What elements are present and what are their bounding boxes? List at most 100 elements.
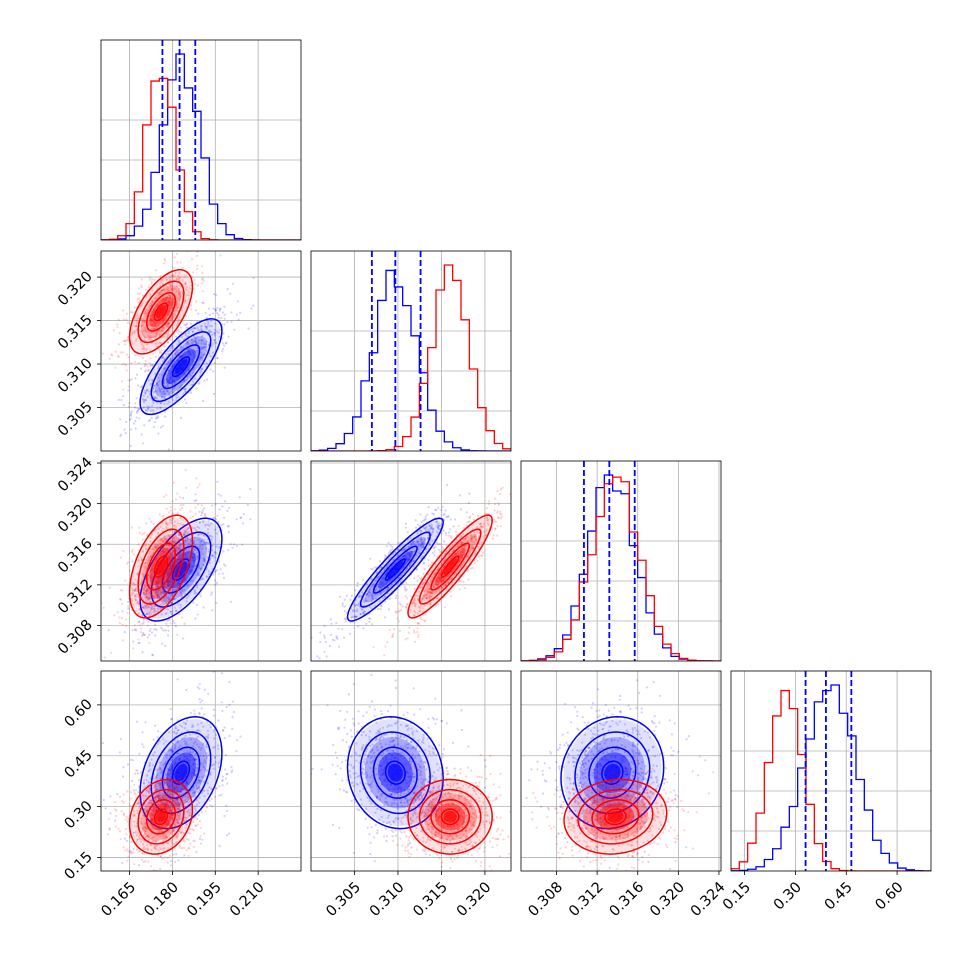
y-tick-label: 0.305 (55, 399, 96, 440)
density-0 (387, 763, 403, 782)
y-tick-label: 0.324 (55, 455, 96, 496)
contour-1 (153, 302, 169, 322)
contour-1 (153, 555, 169, 578)
x-tick-label: 0.60 (873, 879, 907, 913)
x-tick-label: 0.210 (227, 879, 268, 920)
histogram-panel-0 (100, 39, 302, 241)
y-tick-label: 0.310 (55, 356, 96, 397)
x-tick-label: 0.180 (141, 879, 182, 920)
contour-0 (171, 760, 191, 785)
y-tick-label: 0.320 (55, 269, 96, 310)
contour-1 (604, 808, 627, 826)
panel-frame (100, 39, 302, 241)
x-tick-label: 0.45 (822, 879, 856, 913)
x-tick-label: 0.308 (525, 879, 566, 920)
contour-1 (137, 280, 185, 344)
y-tick-label: 0.15 (62, 849, 96, 883)
density-1 (156, 558, 166, 575)
contour-0 (574, 731, 651, 815)
contour-0 (384, 558, 406, 581)
scatter-panel-3-0 (100, 670, 302, 872)
x-tick-label: 0.310 (367, 879, 408, 920)
panel-frame (520, 670, 722, 872)
contour-0 (139, 517, 223, 622)
y-tick-label: 0.60 (62, 696, 96, 730)
contour-1 (407, 778, 493, 855)
y-tick-label: 0.320 (55, 495, 96, 536)
histogram-1 (521, 476, 721, 661)
scatter-panel-3-1 (310, 670, 512, 872)
contour-1 (418, 788, 482, 845)
x-tick-label: 0.315 (410, 879, 451, 920)
contour-0 (359, 731, 431, 815)
y-tick-label: 0.315 (55, 312, 96, 353)
contour-1 (128, 778, 194, 855)
contour-0 (150, 331, 212, 403)
panel-frame (520, 460, 722, 662)
contour-1 (430, 799, 471, 835)
x-tick-label: 0.312 (566, 879, 607, 920)
contour-1 (591, 799, 640, 835)
contour-0 (346, 716, 444, 830)
contour-0 (161, 545, 201, 594)
histogram-0 (731, 684, 931, 871)
contour-1 (137, 528, 185, 605)
histogram-panel-2 (520, 460, 722, 662)
histogram-1 (731, 689, 931, 871)
y-tick-label: 0.316 (55, 536, 96, 577)
y-tick-label: 0.30 (62, 798, 96, 832)
contour-1 (430, 542, 471, 591)
density-0 (387, 561, 403, 578)
histogram-1 (101, 77, 301, 240)
panel-frame (100, 670, 302, 872)
panel-frame (730, 670, 932, 872)
panel-frame (100, 250, 302, 452)
histogram-panel-3 (730, 670, 932, 872)
panel-frame (310, 460, 512, 662)
contour-1 (407, 514, 493, 619)
x-tick-label: 0.195 (184, 879, 225, 920)
contour-1 (563, 778, 668, 855)
contour-0 (139, 318, 223, 416)
contour-0 (150, 531, 212, 608)
contour-0 (346, 517, 444, 622)
contour-0 (384, 760, 406, 785)
scatter-panel-1-0 (100, 250, 302, 452)
contour-1 (145, 799, 177, 835)
density-1 (156, 810, 166, 823)
y-tick-label: 0.312 (55, 576, 96, 617)
density-1 (443, 810, 457, 823)
density-1 (443, 558, 457, 575)
density-0 (174, 359, 188, 375)
x-tick-label: 0.30 (771, 879, 805, 913)
y-tick-label: 0.45 (62, 747, 96, 781)
contour-0 (372, 746, 418, 799)
contour-1 (145, 292, 177, 332)
contour-0 (171, 356, 191, 378)
contour-1 (145, 542, 177, 591)
contour-1 (137, 788, 185, 845)
contour-0 (372, 545, 418, 594)
x-tick-label: 0.320 (454, 879, 495, 920)
contour-0 (161, 746, 201, 799)
contour-0 (359, 531, 431, 608)
density-0 (174, 763, 188, 782)
contour-0 (150, 731, 212, 815)
histogram-1 (311, 264, 511, 451)
contour-0 (161, 344, 201, 390)
panel-frame (310, 250, 512, 452)
contour-0 (601, 760, 624, 785)
histogram-0 (521, 474, 721, 661)
panel-frame (100, 460, 302, 662)
contour-1 (128, 269, 194, 355)
y-tick-label: 0.308 (55, 617, 96, 658)
contour-1 (128, 514, 194, 619)
contour-1 (153, 808, 169, 826)
x-tick-label: 0.305 (323, 879, 364, 920)
x-tick-label: 0.316 (607, 879, 648, 920)
x-tick-label: 0.15 (720, 879, 754, 913)
panel-frame (310, 670, 512, 872)
histogram-panel-1 (310, 250, 512, 452)
density-1 (156, 305, 166, 319)
